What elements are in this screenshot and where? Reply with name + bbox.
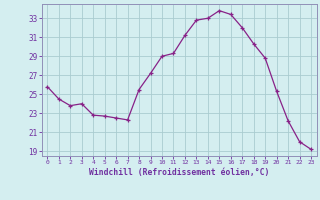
X-axis label: Windchill (Refroidissement éolien,°C): Windchill (Refroidissement éolien,°C) bbox=[89, 168, 269, 177]
